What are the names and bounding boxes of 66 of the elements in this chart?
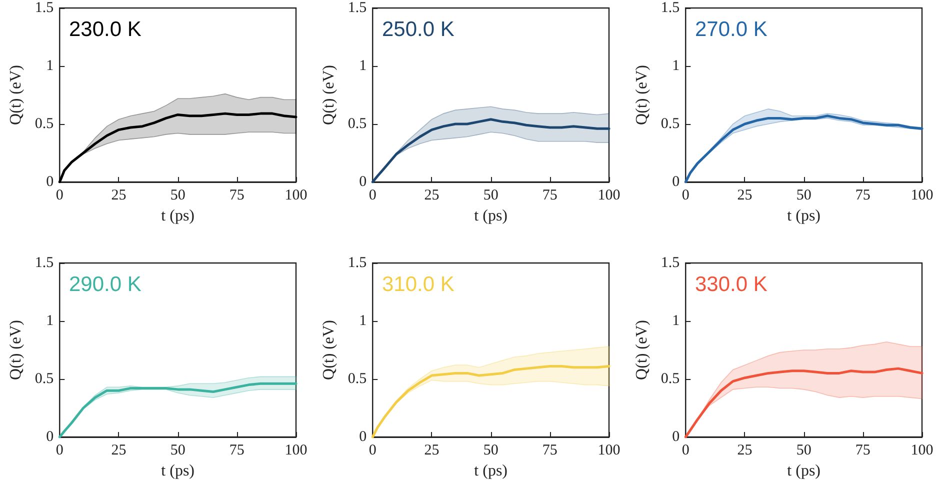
x-tick-label: 25 xyxy=(111,442,126,458)
text: 270.0 K xyxy=(695,18,768,41)
y-tick-label: 1.5 xyxy=(348,255,367,271)
y-axis-title: Q(t) (eV) xyxy=(8,65,24,125)
x-tick-label: 50 xyxy=(483,188,498,204)
x-tick-label: 50 xyxy=(483,442,498,458)
y-axis-title: Q(t) (eV) xyxy=(634,65,650,125)
y-tick-label: 1.5 xyxy=(660,0,680,16)
x-axis-title: t (ps) xyxy=(474,462,508,480)
y-tick-label: 0.5 xyxy=(660,116,680,132)
y-tick-label: 1 xyxy=(359,58,367,74)
y-tick-label: 0.5 xyxy=(34,371,54,387)
y-tick-label: 1 xyxy=(672,313,680,329)
y-axis-title: Q(t) (eV) xyxy=(634,320,650,380)
y-tick-label: 0 xyxy=(46,429,54,445)
y-tick-label: 0.5 xyxy=(34,116,54,132)
y-tick-label: 0 xyxy=(672,429,680,445)
y-tick-label: 0.5 xyxy=(348,371,367,387)
x-tick-label: 100 xyxy=(284,442,308,458)
y-tick-label: 1 xyxy=(359,313,367,329)
x-tick-label: 75 xyxy=(855,442,870,458)
y-tick-label: 0.5 xyxy=(348,116,367,132)
x-tick-label: 100 xyxy=(598,188,620,204)
x-tick-label: 100 xyxy=(598,442,620,458)
y-tick-label: 1 xyxy=(672,58,680,74)
y-tick-label: 0.5 xyxy=(660,371,680,387)
x-tick-label: 25 xyxy=(737,442,752,458)
y-axis-title: Q(t) (eV) xyxy=(320,65,338,125)
y-tick-label: 1.5 xyxy=(660,255,680,271)
x-tick-label: 50 xyxy=(170,188,186,204)
x-tick-label: 100 xyxy=(910,442,934,458)
y-tick-label: 1 xyxy=(46,58,54,74)
text: 330.0 K xyxy=(695,273,768,296)
y-tick-label: 0 xyxy=(46,174,54,190)
x-tick-label: 75 xyxy=(855,188,870,204)
x-tick-label: 100 xyxy=(284,188,308,204)
x-tick-label: 50 xyxy=(796,188,812,204)
x-axis-title: t (ps) xyxy=(787,208,820,224)
y-tick-label: 0 xyxy=(672,174,680,190)
x-tick-label: 50 xyxy=(170,442,186,458)
x-axis-title: t (ps) xyxy=(161,462,194,480)
y-tick-label: 1.5 xyxy=(34,0,54,16)
x-tick-label: 75 xyxy=(229,188,244,204)
x-tick-label: 75 xyxy=(542,442,558,458)
x-axis-title: t (ps) xyxy=(474,208,508,224)
x-tick-label: 25 xyxy=(424,188,440,204)
y-tick-label: 0 xyxy=(359,174,367,190)
x-tick-label: 25 xyxy=(111,188,126,204)
y-axis-title: Q(t) (eV) xyxy=(8,320,24,380)
text: 310.0 K xyxy=(382,273,454,296)
x-axis-title: t (ps) xyxy=(787,462,820,480)
y-tick-label: 1.5 xyxy=(34,255,54,271)
x-axis-title: t (ps) xyxy=(161,208,194,224)
x-tick-label: 25 xyxy=(737,188,752,204)
x-tick-label: 100 xyxy=(910,188,934,204)
x-tick-label: 25 xyxy=(424,442,440,458)
text: 230.0 K xyxy=(69,18,142,41)
y-tick-label: 1 xyxy=(46,313,54,329)
y-axis-title: Q(t) (eV) xyxy=(320,320,338,380)
text: 290.0 K xyxy=(69,273,142,296)
text: 250.0 K xyxy=(382,18,454,41)
x-tick-label: 75 xyxy=(229,442,244,458)
x-tick-label: 75 xyxy=(542,188,558,204)
y-tick-label: 1.5 xyxy=(348,0,367,16)
x-tick-label: 50 xyxy=(796,442,812,458)
y-tick-label: 0 xyxy=(359,429,367,445)
